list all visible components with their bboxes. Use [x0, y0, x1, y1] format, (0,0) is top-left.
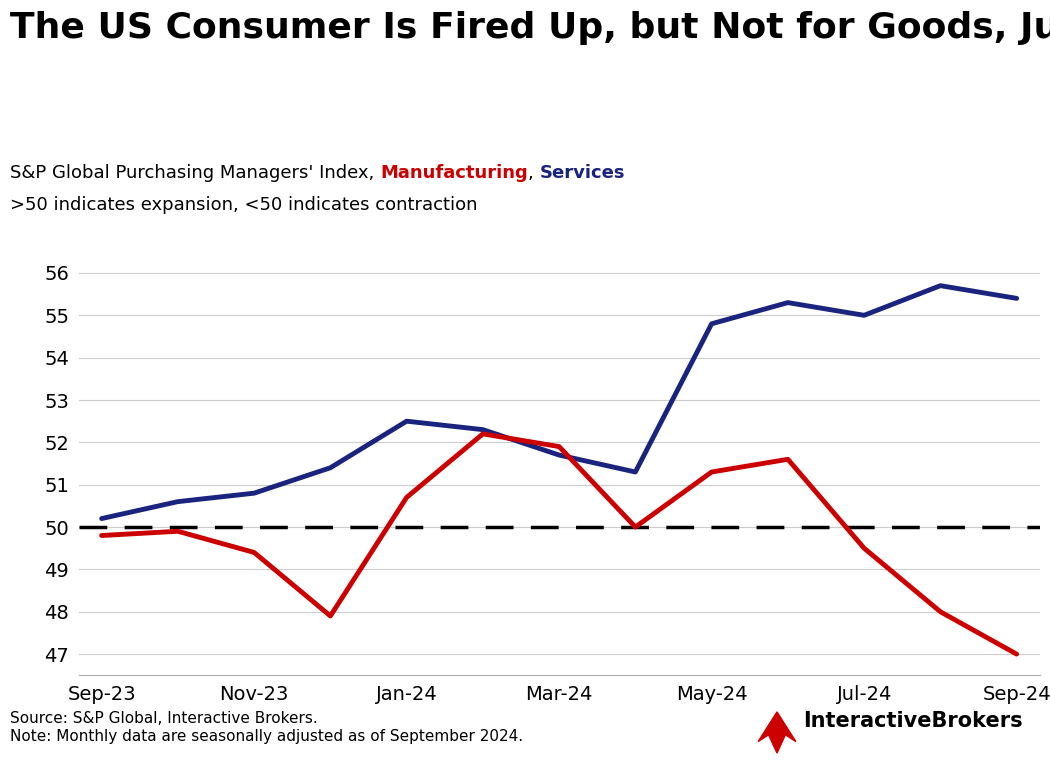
Text: InteractiveBrokers: InteractiveBrokers — [803, 711, 1023, 731]
Text: Manufacturing: Manufacturing — [380, 164, 528, 182]
Text: Note: Monthly data are seasonally adjusted as of September 2024.: Note: Monthly data are seasonally adjust… — [10, 729, 524, 744]
Text: Services: Services — [540, 164, 625, 182]
Text: ,: , — [528, 164, 540, 182]
Text: Source: S&P Global, Interactive Brokers.: Source: S&P Global, Interactive Brokers. — [10, 711, 318, 726]
Text: >50 indicates expansion, <50 indicates contraction: >50 indicates expansion, <50 indicates c… — [10, 196, 478, 214]
Text: The US Consumer Is Fired Up, but Not for Goods, Just Services: The US Consumer Is Fired Up, but Not for… — [10, 11, 1050, 46]
Text: S&P Global Purchasing Managers' Index,: S&P Global Purchasing Managers' Index, — [10, 164, 380, 182]
Polygon shape — [758, 712, 796, 753]
